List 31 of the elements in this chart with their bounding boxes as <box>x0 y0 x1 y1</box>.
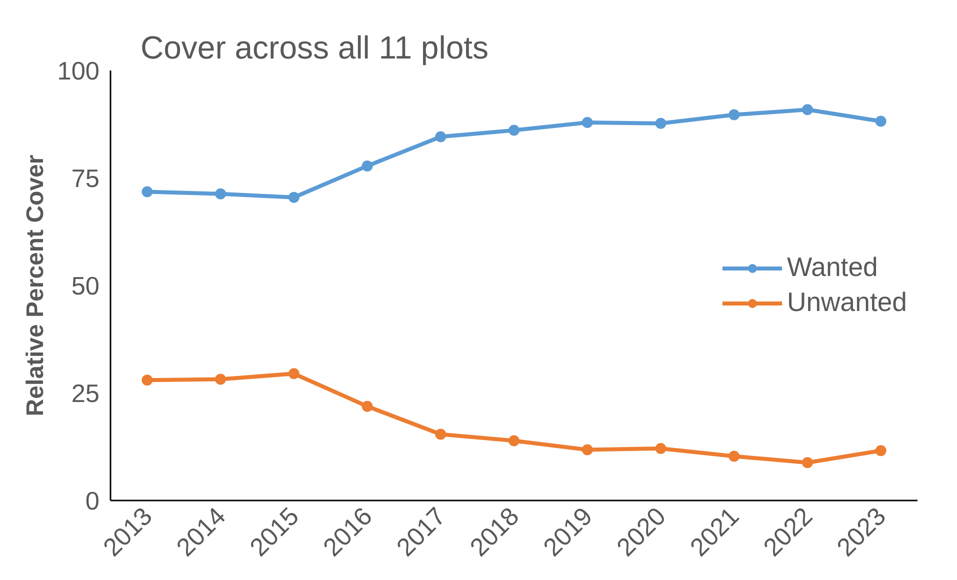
y-axis-title: Relative Percent Cover <box>22 154 50 416</box>
point <box>875 445 886 456</box>
point <box>655 118 666 129</box>
point <box>728 109 740 120</box>
y-tick-label: 100 <box>57 58 100 86</box>
y-tick-label: 25 <box>71 380 100 408</box>
point <box>508 124 520 136</box>
point <box>728 450 740 462</box>
chart-title: Cover across all 11 plots <box>140 30 488 66</box>
y-tick-label: 75 <box>71 165 100 193</box>
point <box>435 131 446 142</box>
point <box>875 116 886 127</box>
point <box>362 400 373 412</box>
point <box>215 188 226 200</box>
point <box>435 428 446 440</box>
point <box>802 104 813 116</box>
y-tick-label: 0 <box>85 488 100 516</box>
point <box>655 442 666 454</box>
point <box>582 444 593 456</box>
legend-label: Wanted <box>786 252 878 283</box>
point <box>288 192 300 203</box>
legend-label: Unwanted <box>786 287 907 318</box>
point <box>142 186 153 198</box>
point <box>288 368 300 380</box>
point <box>802 457 813 468</box>
y-tick-label: 50 <box>71 272 100 300</box>
point <box>142 374 153 386</box>
point <box>215 374 226 385</box>
point <box>508 435 520 446</box>
point <box>362 160 373 172</box>
point <box>582 117 593 128</box>
